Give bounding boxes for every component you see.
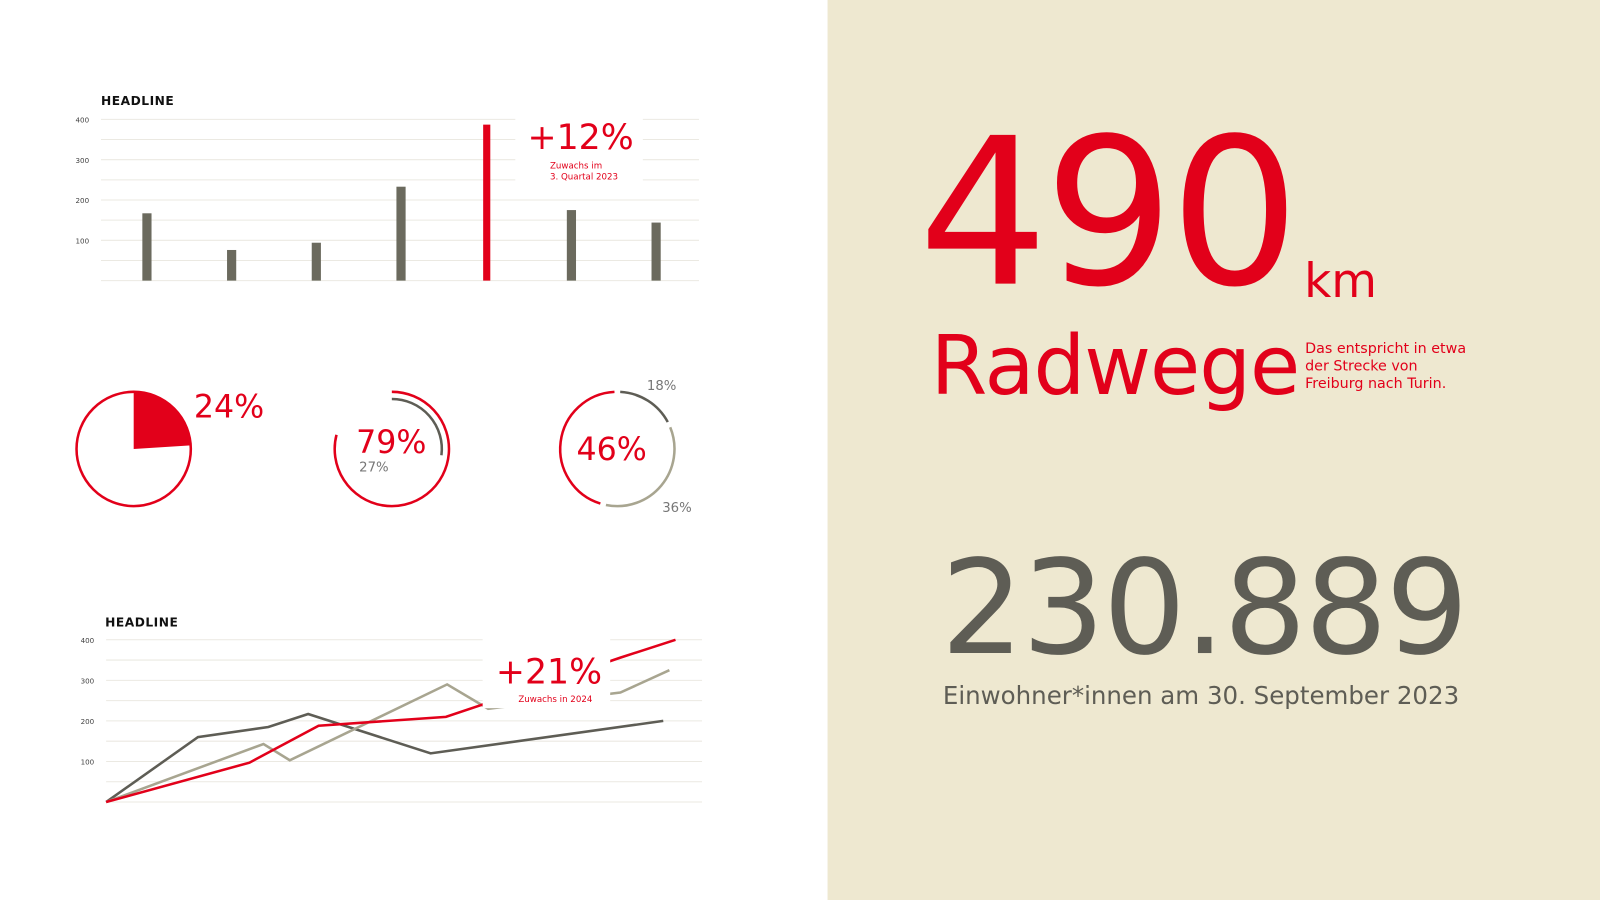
bar — [396, 186, 406, 281]
y-tick-label: 100 — [76, 236, 90, 245]
y-tick-label: 300 — [81, 676, 95, 685]
donut-segment — [620, 390, 669, 423]
bar — [227, 249, 237, 281]
line-series — [105, 712, 664, 804]
pie-label: 24% — [194, 389, 264, 425]
population-caption: Einwohner*innen am 30. September 2023 — [942, 681, 1460, 711]
stats-panel — [827, 0, 1600, 900]
annotation-background — [482, 627, 611, 709]
population-value: 230.889 — [940, 532, 1469, 685]
bar — [651, 222, 661, 281]
line-series — [105, 638, 676, 804]
y-tick-label: 100 — [81, 758, 95, 767]
segment-label: 18% — [647, 379, 676, 394]
donut-sublabel: 27% — [359, 460, 388, 475]
bar — [311, 242, 321, 281]
donut-segment — [558, 390, 615, 505]
annotation-text: Zuwachs in 2024 — [518, 695, 592, 705]
segment-label: 36% — [662, 501, 691, 516]
y-tick-label: 200 — [76, 196, 90, 205]
pie-slice — [133, 391, 191, 449]
annotation-background — [515, 114, 643, 186]
bar — [142, 213, 152, 281]
annotation-value: +12% — [528, 118, 634, 158]
y-tick-label: 200 — [81, 717, 95, 726]
line-chart-title: HEADLINE — [105, 616, 178, 630]
charts-panel: HEADLINE 100 200 300 400 +12% Zuwachs im 3. Qua… — [75, 94, 703, 804]
bar — [566, 210, 577, 281]
y-tick-label: 400 — [76, 115, 90, 124]
annotation-text: Zuwachs im — [550, 161, 602, 171]
distance-value: 490 — [918, 94, 1299, 333]
y-tick-label: 400 — [81, 636, 95, 645]
bar — [483, 124, 491, 281]
donut-segment — [605, 426, 676, 508]
distance-unit: km — [1304, 253, 1377, 309]
annotation-text: 3. Quartal 2023 — [550, 173, 618, 183]
donut-outer-arc — [333, 390, 451, 508]
charts-canvas: HEADLINE 100 200 300 400 +12% Zuwachs im 3. Qua… — [75, 94, 703, 804]
distance-label: Radwege — [930, 318, 1301, 414]
y-tick-label: 300 — [76, 156, 90, 165]
donut-inner-arc — [391, 397, 444, 456]
line-series — [105, 669, 670, 804]
annotation-value: +21% — [496, 653, 602, 693]
distance-note: Das entspricht in etwa der Strecke von F… — [1305, 340, 1467, 392]
donut-label: 79% — [356, 425, 426, 461]
donut-label: 46% — [577, 432, 647, 468]
bar-chart-title: HEADLINE — [101, 94, 174, 108]
